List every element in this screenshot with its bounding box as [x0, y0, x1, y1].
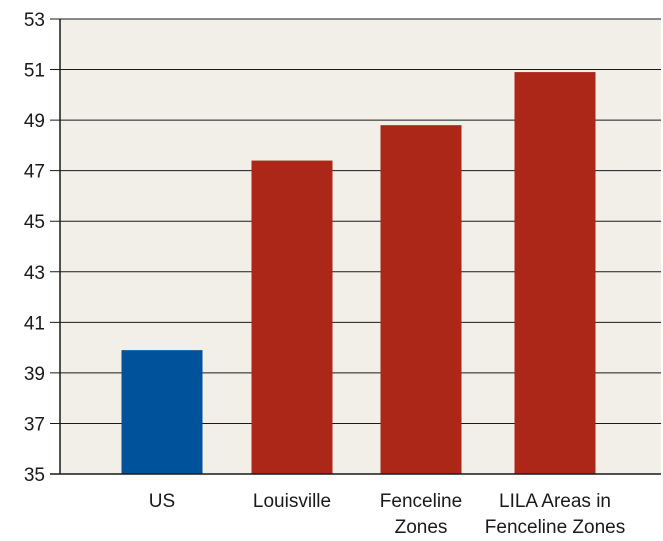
bar-louisville [251, 160, 333, 475]
axes [50, 19, 661, 475]
bar-us [121, 350, 203, 474]
x-category-label-line: Louisville [253, 491, 331, 512]
y-tick-label: 39 [24, 364, 45, 385]
x-category-label: US [149, 491, 175, 512]
y-axis-tick-labels: 35 37 39 41 43 45 47 49 51 53 [24, 10, 45, 486]
y-tick-label: 47 [24, 162, 45, 183]
bars [121, 72, 596, 475]
x-category-label: Louisville [253, 491, 331, 512]
x-category-label-line: Fenceline Zones [485, 517, 625, 538]
x-axis-category-labels: US Louisville Fenceline Zones LILA Areas in F… [149, 491, 625, 538]
y-tick-label: 35 [24, 465, 45, 486]
x-category-label-line: Fenceline [380, 491, 462, 512]
y-tick-label: 37 [24, 414, 45, 435]
bar-lila-areas-in-fenceline-zones [514, 72, 596, 474]
x-category-label-line: Zones [395, 517, 448, 538]
x-category-label: Fenceline Zones [380, 491, 462, 538]
x-category-label-line: LILA Areas in [499, 491, 611, 512]
y-tick-label: 51 [24, 61, 45, 82]
x-category-label: LILA Areas in Fenceline Zones [485, 491, 625, 538]
y-tick-label: 53 [24, 10, 45, 31]
y-tick-label: 49 [24, 111, 45, 132]
y-tick-label: 45 [24, 212, 45, 233]
y-tick-label: 43 [24, 263, 45, 284]
y-tick-label: 41 [24, 313, 45, 334]
bar-fenceline-zones [380, 125, 462, 475]
x-category-label-line: US [149, 491, 175, 512]
